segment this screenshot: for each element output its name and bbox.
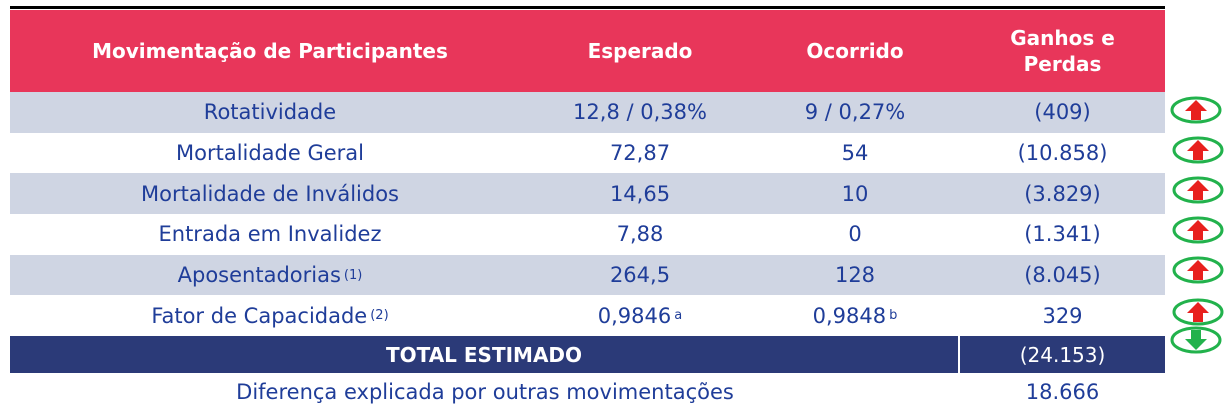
header-text: Esperado: [587, 39, 693, 63]
row-cell: Aposentadorias (1): [10, 254, 530, 296]
header-cell: Ocorrido: [750, 10, 960, 92]
other-value: 18.666: [960, 373, 1165, 411]
cell-text: Entrada em Invalidez: [158, 222, 382, 247]
superscript: (1): [343, 267, 363, 283]
cell-text: 329: [1042, 303, 1083, 328]
header-text: Ganhos e Perdas: [1010, 26, 1115, 76]
header-cell: Esperado: [530, 10, 750, 92]
row-cell: (409): [960, 92, 1165, 133]
cell-text: (409): [1034, 100, 1091, 125]
row-cell: 128: [750, 254, 960, 296]
top-rule: [10, 6, 1165, 9]
up-icon: [1172, 216, 1224, 244]
header-text: Movimentação de Participantes: [92, 39, 448, 63]
row-cell: Rotatividade: [10, 92, 530, 133]
total-label: TOTAL ESTIMADO: [10, 336, 958, 374]
up-icon: [1172, 136, 1224, 164]
row-cell: 264,5: [530, 254, 750, 296]
row-cell: 72,87: [530, 132, 750, 174]
cell-text: 264,5: [609, 263, 671, 288]
cell-text: 7,88: [616, 222, 664, 247]
row-cell: 7,88: [530, 214, 750, 255]
cell-text: Diferença explicada por outras movimenta…: [236, 380, 734, 405]
row-cell: (10.858): [960, 132, 1165, 174]
row-cell: (8.045): [960, 254, 1165, 296]
cell-text: (8.045): [1024, 263, 1101, 288]
row-cell: (1.341): [960, 214, 1165, 255]
header-cell: Movimentação de Participantes: [10, 10, 530, 92]
up-icon: [1172, 298, 1224, 326]
cell-text: Aposentadorias: [177, 263, 341, 288]
row-cell: Mortalidade Geral: [10, 132, 530, 174]
row-cell: 0,9846 a: [530, 295, 750, 337]
row-cell: 10: [750, 173, 960, 215]
row-cell: 12,8 / 0,38%: [530, 92, 750, 133]
cell-text: (3.829): [1024, 181, 1101, 206]
cell-text: 10: [841, 181, 869, 206]
row-cell: Mortalidade de Inválidos: [10, 173, 530, 215]
superscript: (2): [370, 308, 389, 324]
cell-text: 18.666: [1025, 380, 1100, 405]
cell-text: 0: [848, 222, 862, 247]
row-cell: (3.829): [960, 173, 1165, 215]
cell-text: 9 / 0,27%: [804, 100, 906, 125]
row-cell: 14,65: [530, 173, 750, 215]
up-icon: [1172, 176, 1224, 204]
row-cell: 9 / 0,27%: [750, 92, 960, 133]
header-text: Ocorrido: [806, 39, 904, 63]
cell-text: 54: [841, 141, 869, 166]
cell-text: (1.341): [1024, 222, 1101, 247]
cell-text: 14,65: [609, 181, 671, 206]
superscript: a: [674, 308, 683, 324]
total-text: TOTAL ESTIMADO: [385, 342, 583, 367]
down-icon: [1170, 326, 1222, 354]
cell-text: Fator de Capacidade: [151, 303, 368, 328]
cell-text: 12,8 / 0,38%: [573, 100, 707, 125]
cell-text: 0,9848: [812, 303, 887, 328]
row-cell: Fator de Capacidade (2): [10, 295, 530, 337]
total-value: (24.153): [960, 336, 1165, 374]
cell-text: (10.858): [1017, 141, 1108, 166]
header-cell: Ganhos e Perdas: [960, 10, 1165, 92]
up-icon: [1172, 256, 1224, 284]
row-cell: 0: [750, 214, 960, 255]
cell-text: 72,87: [609, 141, 671, 166]
row-cell: Entrada em Invalidez: [10, 214, 530, 255]
row-cell: 329: [960, 295, 1165, 337]
cell-text: Mortalidade Geral: [175, 141, 365, 166]
superscript: b: [889, 308, 898, 324]
up-icon: [1170, 96, 1222, 124]
row-cell: 0,9848 b: [750, 295, 960, 337]
total-text: (24.153): [1019, 342, 1106, 367]
cell-text: 128: [834, 263, 876, 288]
cell-text: Rotatividade: [203, 100, 337, 125]
row-cell: 54: [750, 132, 960, 174]
cell-text: Mortalidade de Inválidos: [140, 181, 399, 206]
cell-text: 0,9846: [597, 303, 672, 328]
other-label: Diferença explicada por outras movimenta…: [10, 373, 960, 411]
